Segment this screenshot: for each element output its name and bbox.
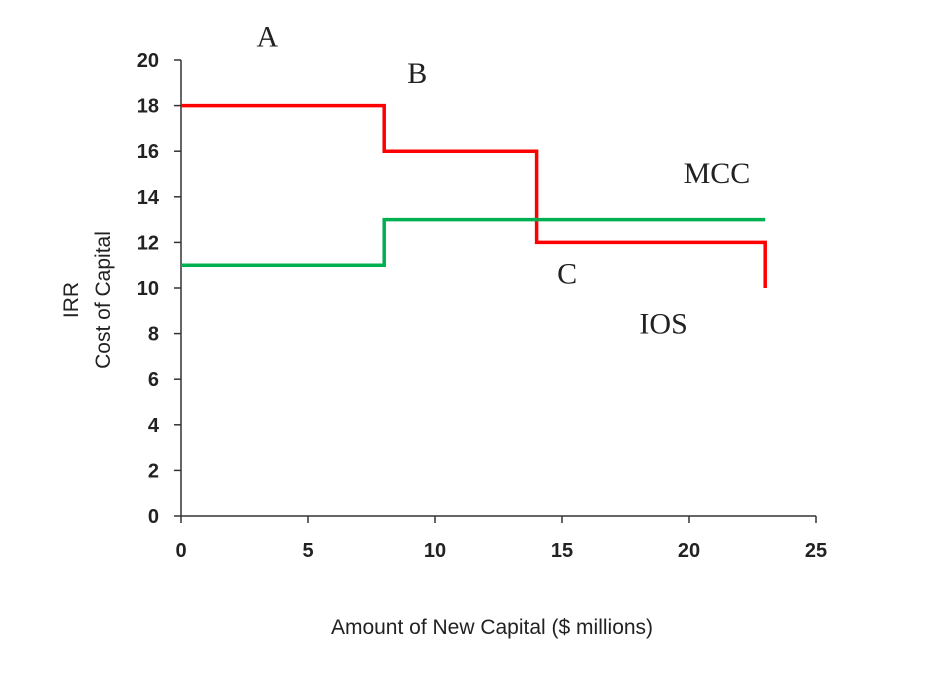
y-axis-title: IRR Cost of Capital bbox=[60, 231, 115, 369]
y-tick-label: 8 bbox=[148, 324, 159, 346]
y-tick-label: 10 bbox=[137, 278, 159, 300]
x-axis-title: Amount of New Capital ($ millions) bbox=[331, 616, 653, 639]
y-tick-label: 14 bbox=[137, 187, 160, 209]
annotation-ios: IOS bbox=[639, 308, 687, 341]
y-axis-title-line-1: IRR bbox=[60, 282, 83, 318]
series-layer bbox=[181, 103, 767, 288]
y-tick-label: 18 bbox=[137, 96, 159, 118]
x-tick-label: 10 bbox=[424, 540, 446, 562]
y-tick-label: 12 bbox=[137, 232, 159, 254]
y-tick-label: 4 bbox=[148, 415, 160, 437]
annotation-mcc: MCC bbox=[684, 157, 751, 190]
y-axis: 0 2 4 6 8 10 12 14 16 18 20 bbox=[137, 50, 182, 528]
y-axis-title-line-2: Cost of Capital bbox=[92, 231, 115, 369]
y-tick-label: 2 bbox=[148, 460, 159, 482]
x-tick-label: 0 bbox=[175, 540, 186, 562]
series-line-ios bbox=[181, 103, 767, 288]
annotation-a: A bbox=[257, 20, 279, 53]
x-tick-label: 15 bbox=[551, 540, 573, 562]
y-tick-label: 6 bbox=[148, 369, 159, 391]
x-tick-label: 5 bbox=[302, 540, 313, 562]
series-line-mcc bbox=[181, 217, 766, 267]
x-tick-label: 20 bbox=[678, 540, 700, 562]
annotation-c: C bbox=[557, 257, 577, 290]
x-axis: 0 5 10 15 20 25 bbox=[175, 515, 827, 562]
y-tick-label: 16 bbox=[137, 141, 159, 163]
annotation-layer: A B MCC C IOS bbox=[257, 20, 751, 340]
y-tick-label: 0 bbox=[148, 506, 159, 528]
annotation-b: B bbox=[407, 57, 427, 90]
y-tick-label: 20 bbox=[137, 50, 159, 72]
x-tick-label: 25 bbox=[805, 540, 827, 562]
